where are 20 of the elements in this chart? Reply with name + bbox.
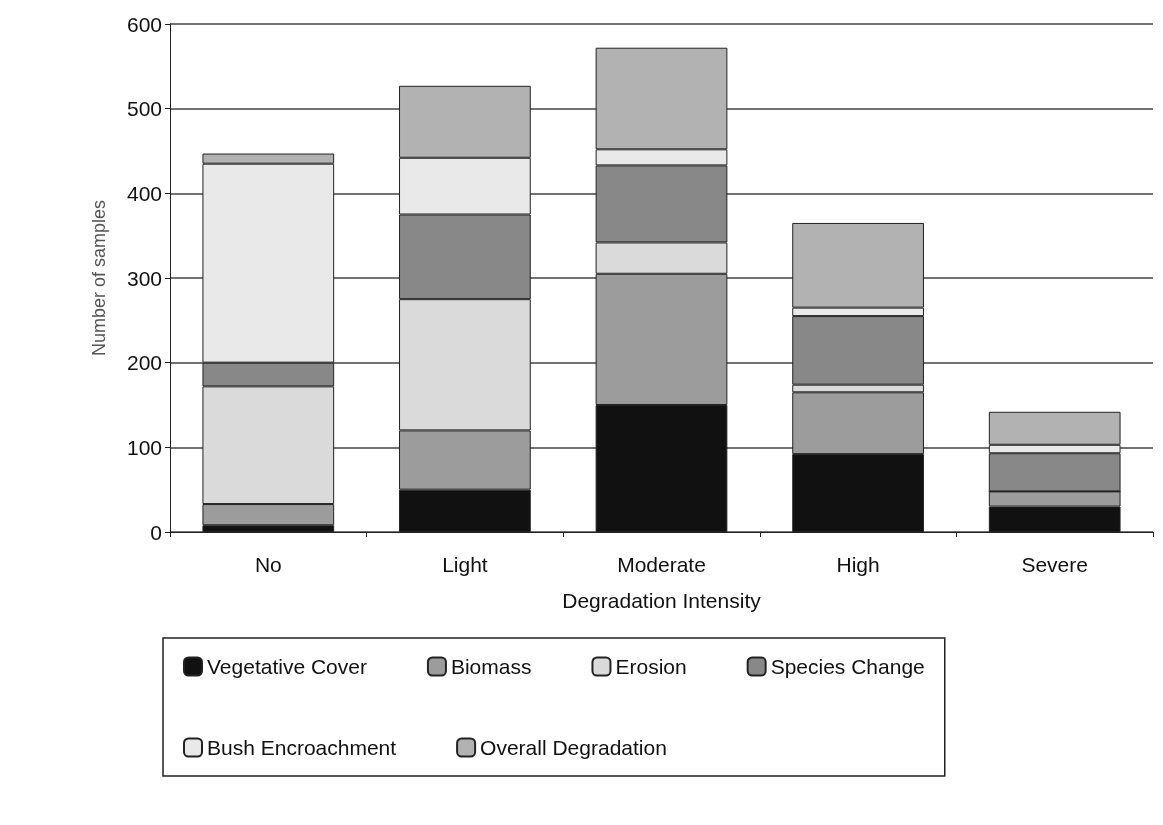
x-tick-label: High	[836, 553, 880, 576]
y-tick-label: 0	[150, 520, 162, 544]
x-tick-label: Moderate	[617, 553, 706, 576]
legend-label: Bush Encroachment	[207, 736, 397, 759]
legend-label: Erosion	[615, 655, 687, 678]
y-tick-label: 100	[126, 435, 162, 459]
legend-label: Species Change	[770, 655, 925, 678]
y-axis-title: Number of samples	[89, 199, 109, 357]
x-tick-label: Light	[442, 553, 488, 576]
legend-label: Vegetative Cover	[207, 655, 367, 678]
x-tick-label: Severe	[1021, 553, 1088, 576]
x-axis-title: Degradation Intensity	[562, 589, 762, 612]
y-tick-label: 400	[126, 181, 162, 205]
legend-label: Biomass	[450, 655, 532, 678]
y-tick-label: 600	[126, 12, 162, 36]
y-tick-label: 500	[126, 97, 162, 121]
x-tick-label: No	[254, 553, 282, 576]
legend-label: Overall Degradation	[480, 736, 667, 759]
y-tick-label: 300	[126, 266, 162, 290]
y-tick-label: 200	[126, 351, 162, 375]
